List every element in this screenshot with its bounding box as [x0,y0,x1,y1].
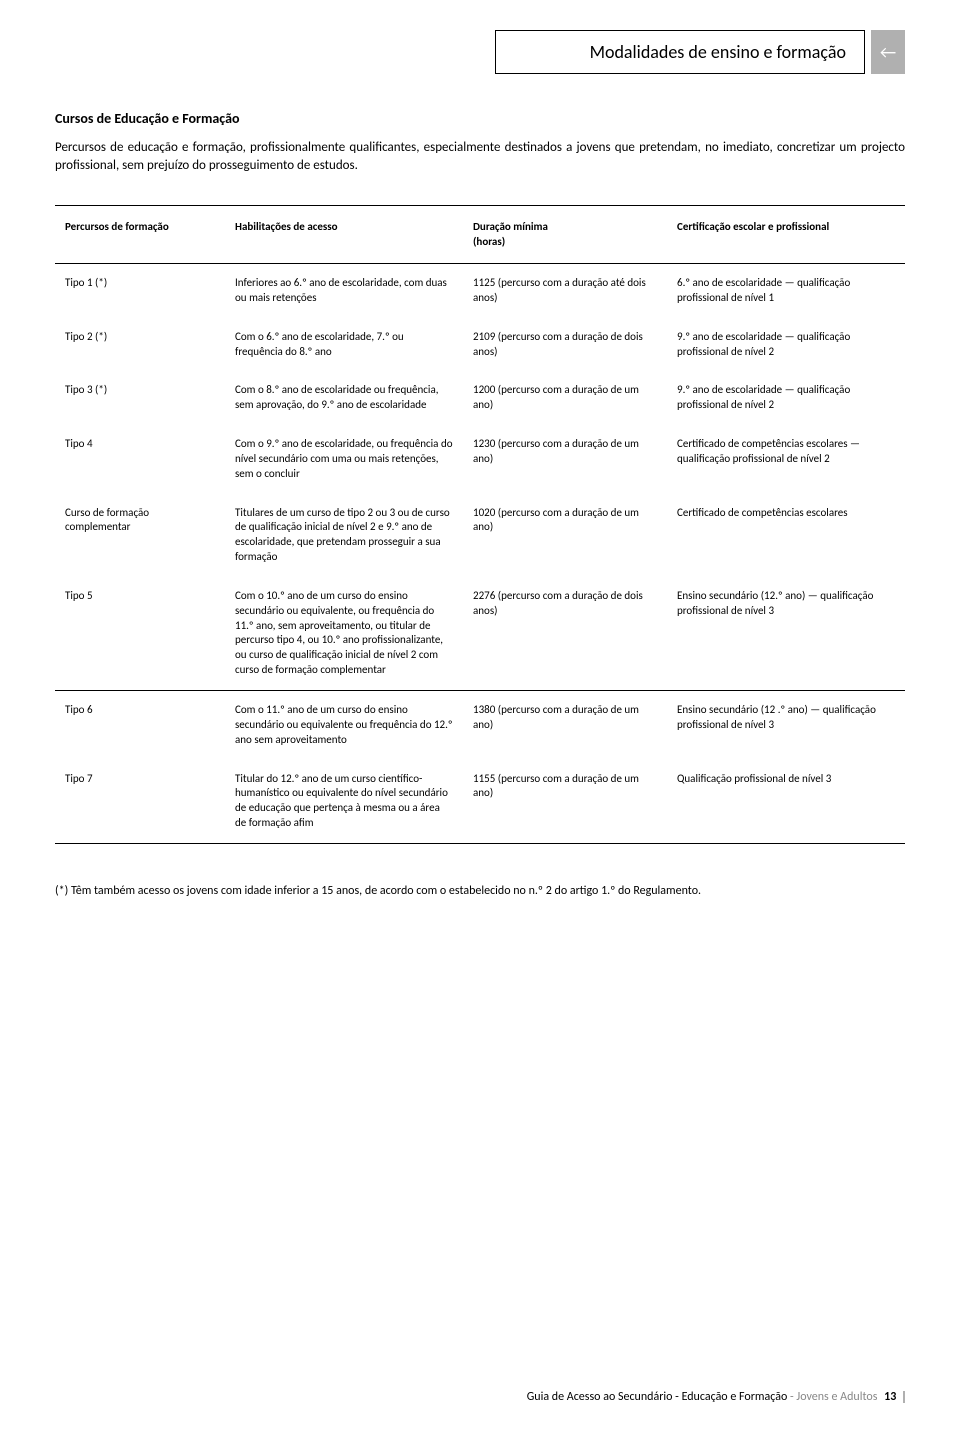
page-edge-bar [903,1391,905,1403]
table-cell: 2109 (percurso com a duração de dois ano… [463,318,667,372]
table-header-row: Percursos de formação Habilitações de ac… [55,206,905,263]
back-arrow-icon: ← [871,30,905,74]
table-cell: 1125 (percurso com a duração até dois an… [463,263,667,317]
table-cell: 6.º ano de escolaridade — qualificação p… [667,263,905,317]
table-cell: Tipo 7 [55,760,225,843]
table-cell: Certificado de competências escolares — … [667,425,905,494]
table-cell: Com o 11.º ano de um curso do ensino sec… [225,691,463,760]
table-cell: Tipo 1 (*) [55,263,225,317]
table-cell: Com o 9.º ano de escolaridade, ou frequê… [225,425,463,494]
page-footer: Guia de Acesso ao Secundário - Educação … [527,1390,905,1404]
table-cell: Com o 10.º ano de um curso do ensino sec… [225,577,463,690]
table-cell: 1380 (percurso com a duração de um ano) [463,691,667,760]
table-cell: Titular do 12.º ano de um curso científi… [225,760,463,843]
header-tab-title: Modalidades de ensino e formação [495,30,865,74]
table-row: Tipo 3 (*)Com o 8.º ano de escolaridade … [55,371,905,425]
th-duracao: Duração mínima (horas) [463,206,667,263]
section-heading: Cursos de Educação e Formação [55,110,905,127]
table-cell: Com o 6.º ano de escolaridade, 7.º ou fr… [225,318,463,372]
table-cell: Tipo 5 [55,577,225,690]
th-habilitacoes: Habilitações de acesso [225,206,463,263]
footnote: (*) Têm também acesso os jovens com idad… [55,884,905,898]
footer-guide-title: Guia de Acesso ao Secundário - Educação … [527,1390,788,1404]
table-row: Tipo 4Com o 9.º ano de escolaridade, ou … [55,425,905,494]
table-cell: Tipo 4 [55,425,225,494]
table-row: Tipo 1 (*)Inferiores ao 6.º ano de escol… [55,263,905,317]
table-row: Tipo 2 (*)Com o 6.º ano de escolaridade,… [55,318,905,372]
courses-table-wrap: Percursos de formação Habilitações de ac… [55,205,905,844]
th-certificacao: Certificação escolar e profissional [667,206,905,263]
table-body: Tipo 1 (*)Inferiores ao 6.º ano de escol… [55,263,905,842]
table-cell: 9.º ano de escolaridade — qualificação p… [667,371,905,425]
header-tab: Modalidades de ensino e formação ← [495,30,905,74]
table-cell: Qualificação profissional de nível 3 [667,760,905,843]
table-cell: 9.º ano de escolaridade — qualificação p… [667,318,905,372]
table-row: Tipo 7Titular do 12.º ano de um curso ci… [55,760,905,843]
table-row: Tipo 5Com o 10.º ano de um curso do ensi… [55,577,905,690]
table-cell: Curso de formação complementar [55,494,225,577]
page-number: 13 [884,1390,896,1404]
table-cell: Tipo 3 (*) [55,371,225,425]
courses-table: Percursos de formação Habilitações de ac… [55,206,905,843]
table-cell: Ensino secundário (12 .º ano) — qualific… [667,691,905,760]
table-cell: 1155 (percurso com a duração de um ano) [463,760,667,843]
table-row: Tipo 6Com o 11.º ano de um curso do ensi… [55,691,905,760]
table-cell: 2276 (percurso com a duração de dois ano… [463,577,667,690]
table-row: Curso de formação complementarTitulares … [55,494,905,577]
table-cell: Certificado de competências escolares [667,494,905,577]
intro-paragraph: Percursos de educação e formação, profis… [55,139,905,175]
th-percursos: Percursos de formação [55,206,225,263]
table-cell: 1020 (percurso com a duração de um ano) [463,494,667,577]
footer-subtitle: - Jovens e Adultos [787,1390,877,1404]
table-cell: Com o 8.º ano de escolaridade ou frequên… [225,371,463,425]
table-cell: Titulares de um curso de tipo 2 ou 3 ou … [225,494,463,577]
table-cell: Tipo 2 (*) [55,318,225,372]
table-cell: 1230 (percurso com a duração de um ano) [463,425,667,494]
table-cell: Tipo 6 [55,691,225,760]
table-cell: Ensino secundário (12.º ano) — qualifica… [667,577,905,690]
table-cell: 1200 (percurso com a duração de um ano) [463,371,667,425]
table-cell: Inferiores ao 6.º ano de escolaridade, c… [225,263,463,317]
